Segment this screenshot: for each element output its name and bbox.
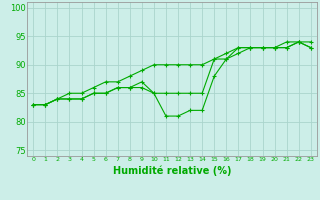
X-axis label: Humidité relative (%): Humidité relative (%)	[113, 165, 231, 176]
